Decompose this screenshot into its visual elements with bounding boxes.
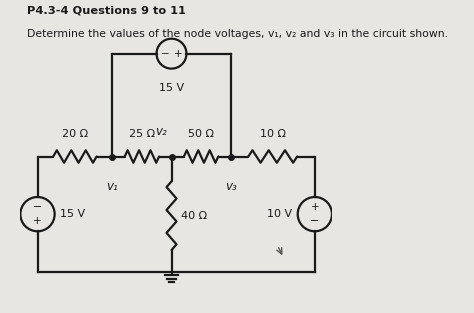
Text: +: + [173,49,182,59]
Text: 15 V: 15 V [159,83,184,93]
Text: v₃: v₃ [225,180,237,193]
Text: +: + [33,216,42,226]
Text: −: − [33,202,42,212]
Text: 40 Ω: 40 Ω [181,211,207,221]
Text: −: − [161,49,170,59]
Text: 15 V: 15 V [60,209,85,219]
Text: 25 Ω: 25 Ω [129,129,155,139]
Text: 10 Ω: 10 Ω [260,129,286,139]
Text: +: + [310,202,319,212]
Text: v₂: v₂ [155,125,167,138]
Text: P4.3-4 Questions 9 to 11: P4.3-4 Questions 9 to 11 [27,5,185,15]
Text: v₁: v₁ [107,180,118,193]
Text: −: − [310,216,319,226]
Text: 20 Ω: 20 Ω [62,129,88,139]
Text: 10 V: 10 V [267,209,292,219]
Text: 50 Ω: 50 Ω [188,129,214,139]
Text: Determine the values of the node voltages, v₁, v₂ and v₃ in the circuit shown.: Determine the values of the node voltage… [27,29,447,39]
